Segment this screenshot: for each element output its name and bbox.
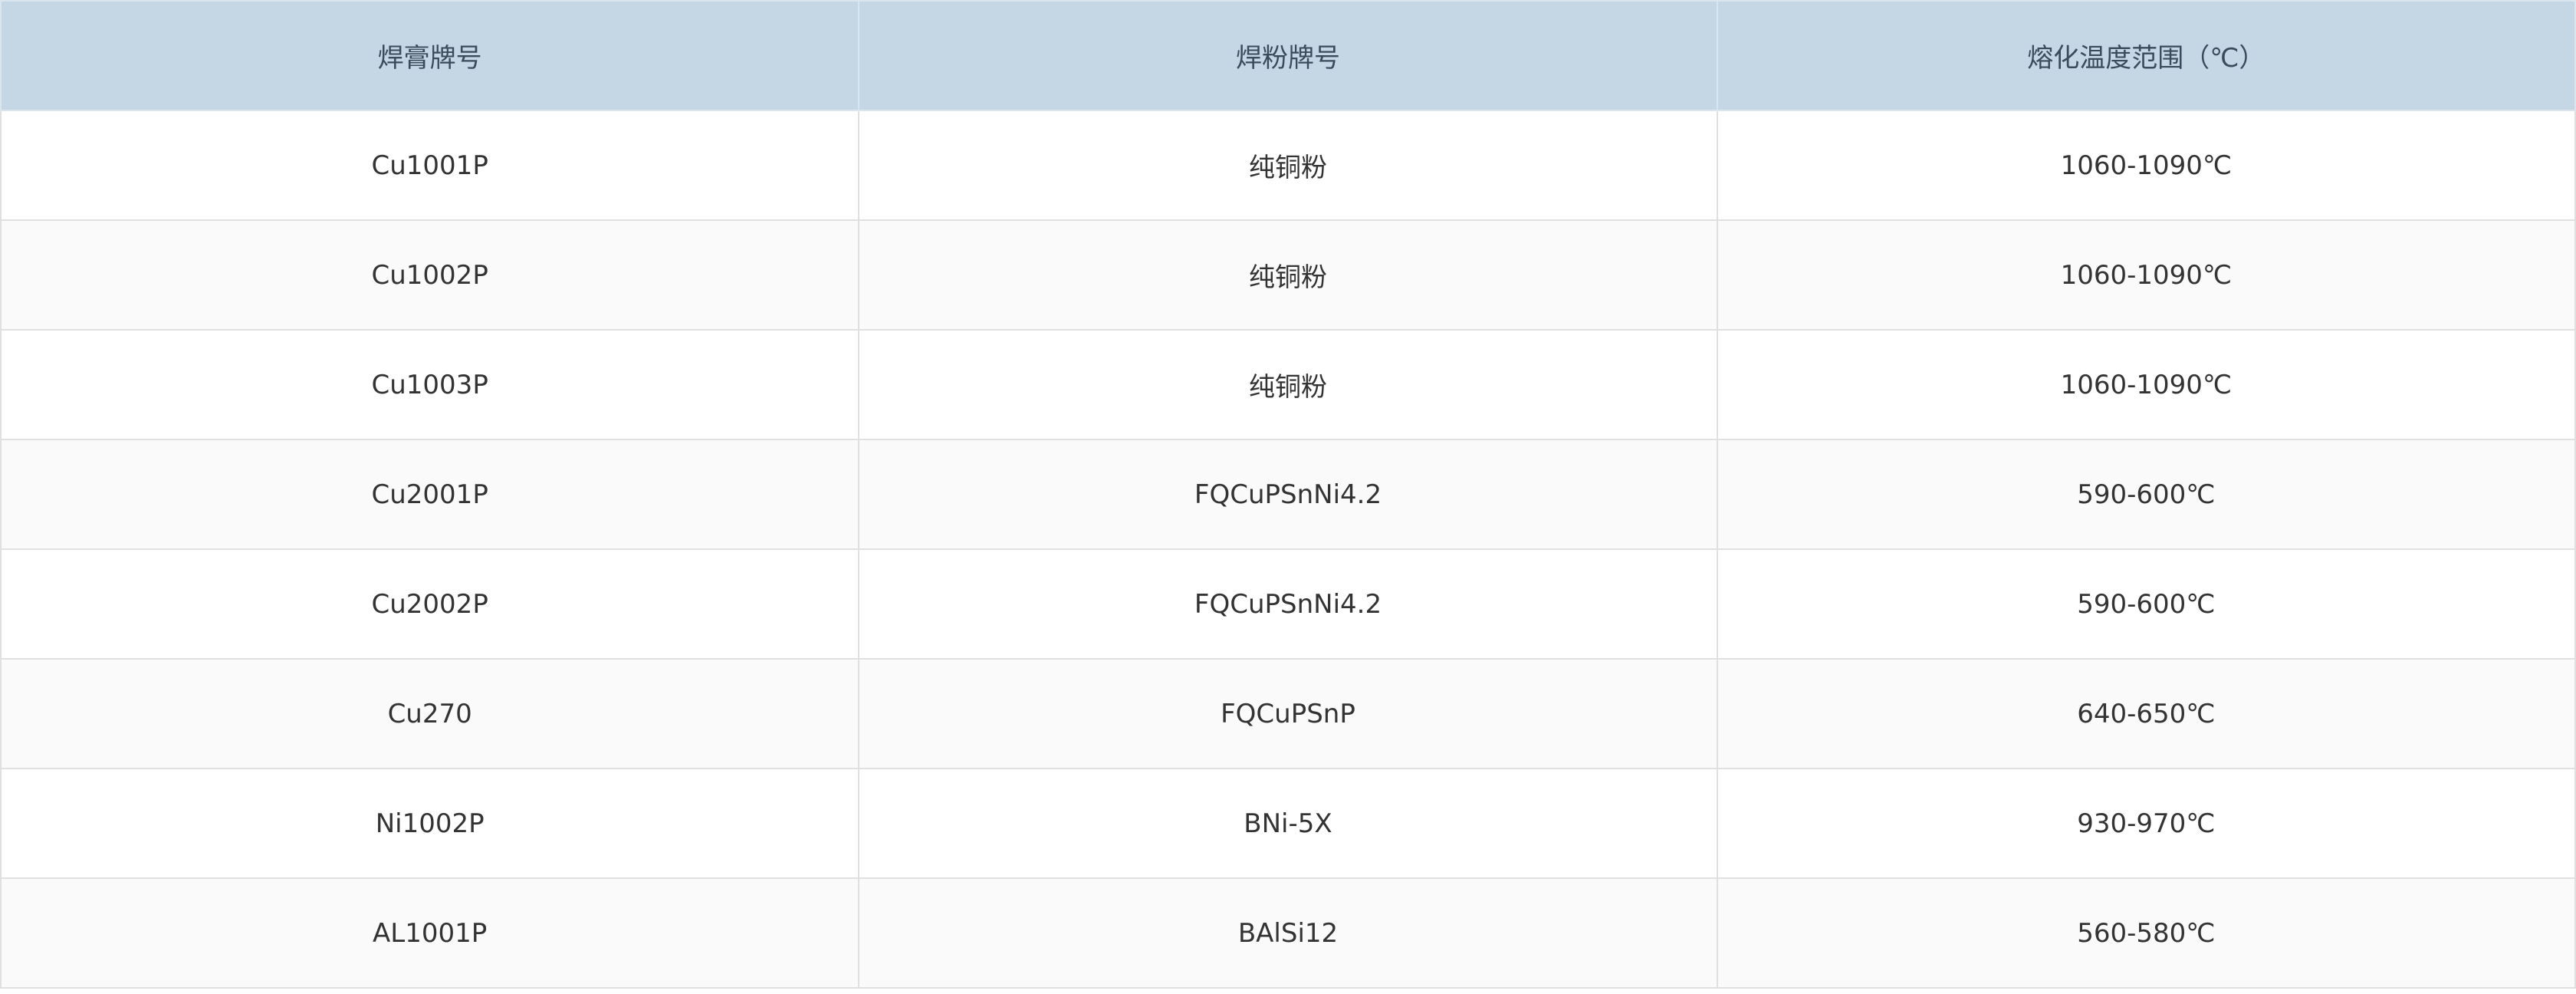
melting-range-cell: 640-650℃	[1716, 658, 2576, 769]
table-header-row: 焊膏牌号 焊粉牌号 熔化温度范围（℃）	[0, 0, 2576, 111]
table-row: Cu270 FQCuPSnP 640-650℃	[0, 658, 2576, 769]
melting-range-cell: 590-600℃	[1716, 439, 2576, 550]
paste-grade-cell: Cu1001P	[0, 110, 860, 221]
powder-grade-cell: 纯铜粉	[858, 329, 1718, 440]
powder-grade-cell: 纯铜粉	[858, 219, 1718, 331]
paste-grade-cell: Cu1003P	[0, 329, 860, 440]
paste-grade-cell: Cu2001P	[0, 439, 860, 550]
header-powder-grade: 焊粉牌号	[858, 0, 1718, 111]
paste-grade-cell: AL1001P	[0, 877, 860, 989]
powder-grade-cell: FQCuPSnP	[858, 658, 1718, 769]
powder-grade-cell: BNi-5X	[858, 768, 1718, 879]
melting-range-cell: 560-580℃	[1716, 877, 2576, 989]
melting-range-cell: 1060-1090℃	[1716, 329, 2576, 440]
melting-range-cell: 590-600℃	[1716, 548, 2576, 660]
table-row: Cu1003P 纯铜粉 1060-1090℃	[0, 329, 2576, 440]
melting-range-cell: 930-970℃	[1716, 768, 2576, 879]
powder-grade-cell: 纯铜粉	[858, 110, 1718, 221]
powder-grade-cell: FQCuPSnNi4.2	[858, 548, 1718, 660]
melting-range-cell: 1060-1090℃	[1716, 219, 2576, 331]
table-row: Cu1001P 纯铜粉 1060-1090℃	[0, 110, 2576, 221]
table-row: Cu2001P FQCuPSnNi4.2 590-600℃	[0, 439, 2576, 550]
paste-grade-cell: Ni1002P	[0, 768, 860, 879]
table-row: Cu1002P 纯铜粉 1060-1090℃	[0, 219, 2576, 331]
powder-grade-cell: BAlSi12	[858, 877, 1718, 989]
melting-range-cell: 1060-1090℃	[1716, 110, 2576, 221]
table-row: AL1001P BAlSi12 560-580℃	[0, 877, 2576, 989]
paste-grade-cell: Cu270	[0, 658, 860, 769]
paste-grade-cell: Cu1002P	[0, 219, 860, 331]
table-row: Ni1002P BNi-5X 930-970℃	[0, 768, 2576, 879]
header-paste-grade: 焊膏牌号	[0, 0, 860, 111]
table-row: Cu2002P FQCuPSnNi4.2 590-600℃	[0, 548, 2576, 660]
header-melting-range: 熔化温度范围（℃）	[1716, 0, 2576, 111]
paste-grade-cell: Cu2002P	[0, 548, 860, 660]
powder-grade-cell: FQCuPSnNi4.2	[858, 439, 1718, 550]
